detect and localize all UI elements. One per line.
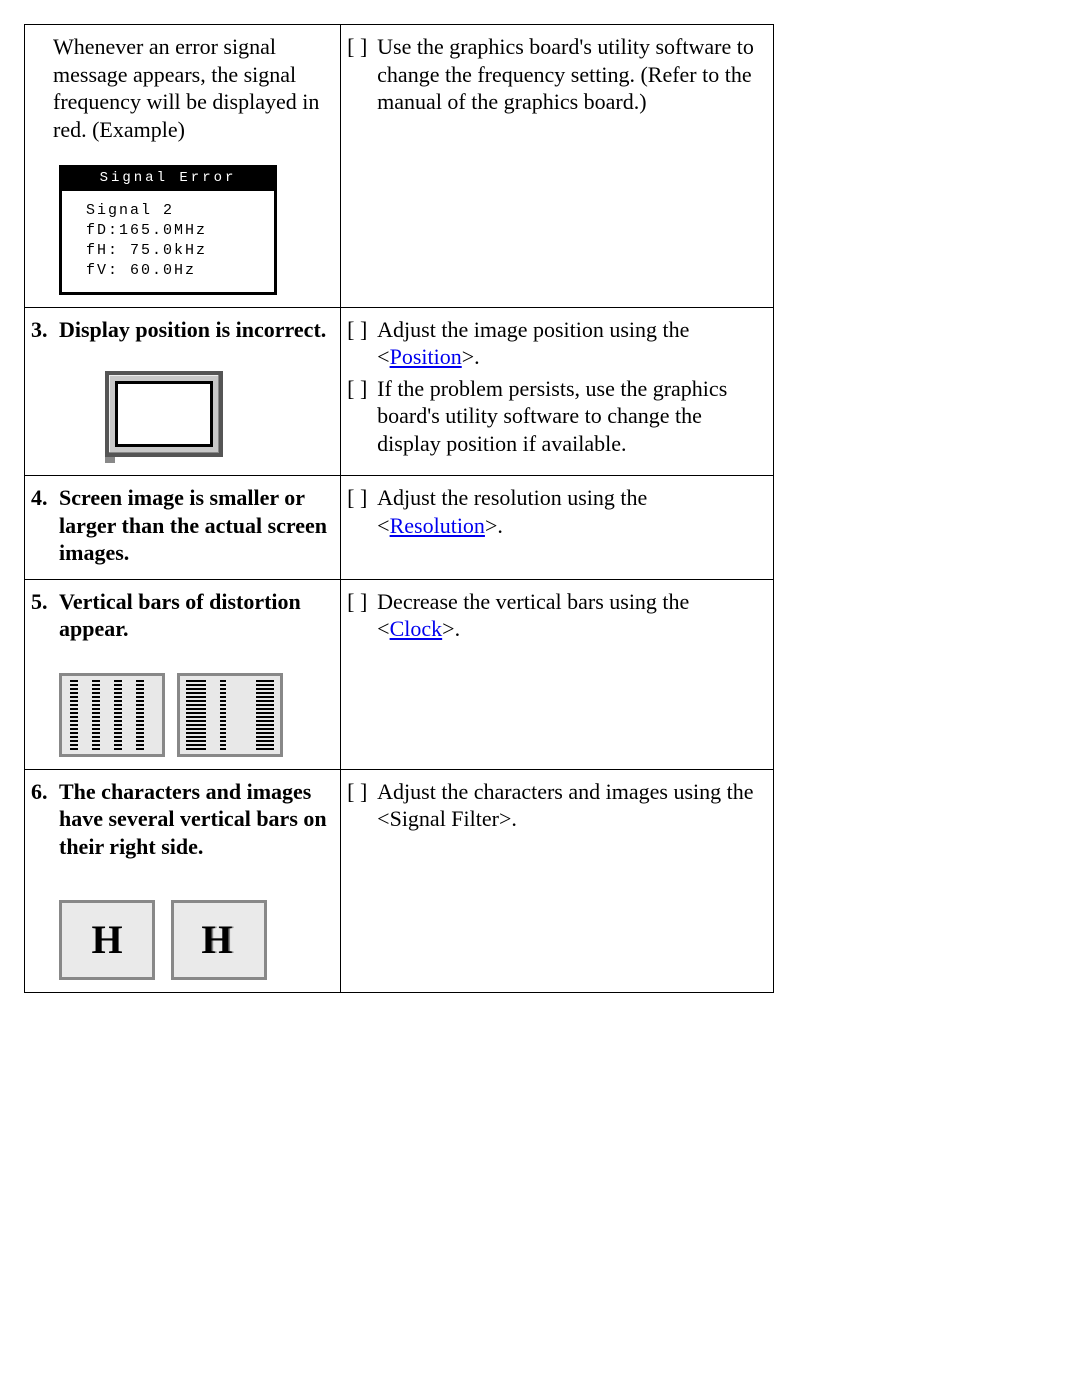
problem-number: 4.: [31, 484, 59, 567]
solution-item: [ ] Decrease the vertical bars using the…: [347, 588, 763, 643]
sig-line: fV: 60.0Hz: [86, 262, 196, 279]
sig-line: Signal 2: [86, 202, 174, 219]
solution-cell: [ ] Adjust the image position using the …: [341, 307, 774, 476]
solution-cell: [ ] Use the graphics board's utility sof…: [341, 25, 774, 308]
h-icons: H H H: [59, 900, 330, 980]
problem-cell: 5. Vertical bars of distortion appear.: [25, 579, 341, 769]
problem-cell: 3. Display position is incorrect.: [25, 307, 341, 476]
solution-item: [ ] If the problem persists, use the gra…: [347, 375, 763, 458]
solution-item: [ ] Adjust the image position using the …: [347, 316, 763, 371]
solution-item: [ ] Adjust the resolution using the <Res…: [347, 484, 763, 539]
solution-text: Adjust the resolution using the <Resolut…: [377, 484, 763, 539]
clock-link[interactable]: Clock: [390, 616, 443, 641]
problem-number: 3.: [31, 316, 59, 344]
checkbox-marker: [ ]: [347, 588, 377, 643]
solution-text: If the problem persists, use the graphic…: [377, 375, 763, 458]
table-row: Whenever an error signal message appears…: [25, 25, 774, 308]
solution-cell: [ ] Adjust the characters and images usi…: [341, 769, 774, 993]
resolution-link[interactable]: Resolution: [390, 513, 485, 538]
problem-cell: 4. Screen image is smaller or larger tha…: [25, 476, 341, 580]
sig-line: fH: 75.0kHz: [86, 242, 207, 259]
solution-text: Adjust the image position using the <Pos…: [377, 316, 763, 371]
problem-text: Vertical bars of distortion appear.: [59, 588, 330, 643]
solution-cell: [ ] Decrease the vertical bars using the…: [341, 579, 774, 769]
problem-text: Display position is incorrect.: [59, 316, 326, 344]
problem-text: Screen image is smaller or larger than t…: [59, 484, 330, 567]
sig-line: fD:165.0MHz: [86, 222, 207, 239]
solution-text: Use the graphics board's utility softwar…: [377, 33, 763, 116]
checkbox-marker: [ ]: [347, 33, 377, 116]
problem-number: 5.: [31, 588, 59, 643]
troubleshoot-table: Whenever an error signal message appears…: [24, 24, 774, 993]
h-icon: H H: [171, 900, 267, 980]
problem-text: The characters and images have several v…: [59, 778, 330, 861]
distortion-icon: [59, 673, 165, 757]
problem-number: 6.: [31, 778, 59, 861]
table-row: 6. The characters and images have severa…: [25, 769, 774, 993]
table-row: 5. Vertical bars of distortion appear.: [25, 579, 774, 769]
table-row: 3. Display position is incorrect. [ ] Ad…: [25, 307, 774, 476]
sol-text-post: >.: [485, 513, 503, 538]
sol-text-post: >.: [462, 344, 480, 369]
solution-text: Decrease the vertical bars using the <Cl…: [377, 588, 763, 643]
checkbox-marker: [ ]: [347, 375, 377, 458]
solution-cell: [ ] Adjust the resolution using the <Res…: [341, 476, 774, 580]
checkbox-marker: [ ]: [347, 484, 377, 539]
problem-cell: Whenever an error signal message appears…: [25, 25, 341, 308]
monitor-icon: [105, 371, 223, 463]
solution-item: [ ] Use the graphics board's utility sof…: [347, 33, 763, 116]
solution-text: Adjust the characters and images using t…: [377, 778, 763, 833]
signal-error-body: Signal 2 fD:165.0MHz fH: 75.0kHz fV: 60.…: [62, 191, 274, 292]
signal-error-title: Signal Error: [62, 168, 274, 191]
checkbox-marker: [ ]: [347, 778, 377, 833]
h-icon: H: [59, 900, 155, 980]
distortion-icons: [59, 673, 330, 757]
checkbox-marker: [ ]: [347, 316, 377, 371]
problem-cell: 6. The characters and images have severa…: [25, 769, 341, 993]
sol-text-post: >.: [442, 616, 460, 641]
solution-item: [ ] Adjust the characters and images usi…: [347, 778, 763, 833]
table-row: 4. Screen image is smaller or larger tha…: [25, 476, 774, 580]
position-link[interactable]: Position: [390, 344, 462, 369]
problem-text: Whenever an error signal message appears…: [31, 33, 330, 143]
signal-error-box: Signal Error Signal 2 fD:165.0MHz fH: 75…: [59, 165, 277, 295]
distortion-icon: [177, 673, 283, 757]
